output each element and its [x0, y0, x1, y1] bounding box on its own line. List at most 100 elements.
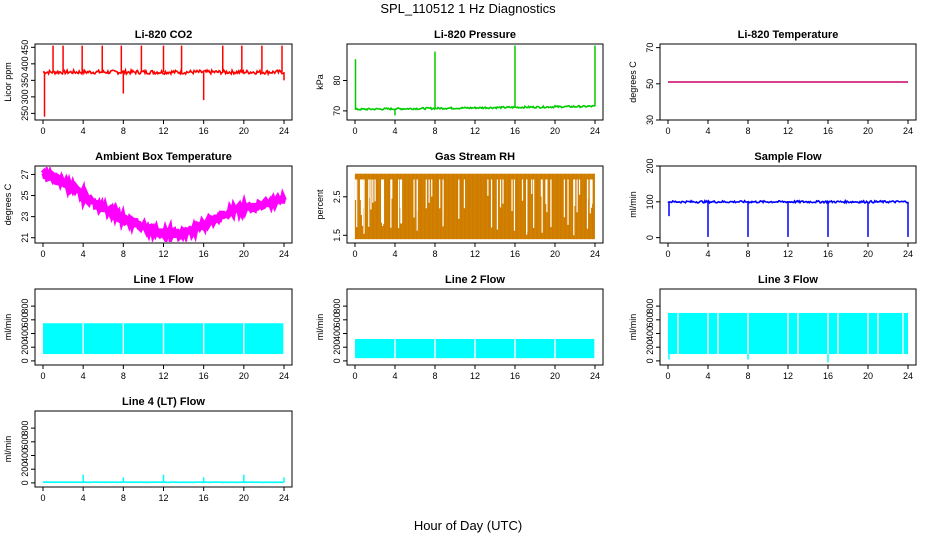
- x-tick-label: 0: [40, 126, 45, 136]
- x-tick-label: 8: [745, 126, 750, 136]
- x-tick-label: 0: [665, 249, 670, 259]
- x-tick-label: 16: [823, 249, 833, 259]
- x-axis-title: Hour of Day (UTC): [413, 518, 523, 533]
- y-tick-label: 200: [645, 340, 655, 355]
- x-tick-label: 20: [239, 249, 249, 259]
- x-tick-label: 16: [199, 493, 209, 503]
- y-axis-label: ml/min: [628, 314, 638, 341]
- x-tick-label: 24: [903, 371, 913, 381]
- x-tick-label: 4: [81, 126, 86, 136]
- x-tick-label: 12: [470, 371, 480, 381]
- x-tick-label: 8: [432, 371, 437, 381]
- y-axis-label: degrees C: [628, 61, 638, 103]
- x-tick-label: 16: [823, 126, 833, 136]
- chart-title: Line 3 Flow: [758, 274, 818, 286]
- y-tick-label: 600: [332, 312, 342, 327]
- y-tick-label: 25: [20, 191, 30, 201]
- x-tick-label: 20: [550, 371, 560, 381]
- chart-panel-2: Li-820 Pressure 0 4 8 12 16 20 24 70 80 kPa: [315, 29, 604, 136]
- x-tick-label: 16: [199, 126, 209, 136]
- x-tick-label: 16: [823, 371, 833, 381]
- x-tick-label: 8: [121, 249, 126, 259]
- y-axis-label: ml/min: [315, 314, 325, 341]
- y-tick-label: 450: [20, 40, 30, 55]
- x-tick-label: 24: [279, 493, 289, 503]
- y-tick-label: 0: [332, 358, 342, 363]
- y-tick-label: 600: [20, 312, 30, 327]
- x-tick-label: 12: [783, 371, 793, 381]
- y-tick-label: 1.5: [332, 229, 342, 242]
- y-tick-label: 800: [645, 299, 655, 314]
- x-tick-label: 8: [121, 126, 126, 136]
- chart-title: Ambient Box Temperature: [95, 151, 232, 163]
- plot-area: [43, 322, 285, 356]
- y-tick-label: 400: [645, 326, 655, 341]
- y-tick-label: 400: [20, 326, 30, 341]
- y-tick-label: 400: [20, 448, 30, 463]
- y-tick-label: 0: [20, 358, 30, 363]
- x-tick-label: 8: [121, 493, 126, 503]
- x-tick-label: 4: [392, 126, 397, 136]
- x-tick-label: 12: [470, 249, 480, 259]
- page-title: SPL_110512 1 Hz Diagnostics: [380, 1, 556, 16]
- x-tick-label: 20: [239, 126, 249, 136]
- x-tick-label: 4: [81, 371, 86, 381]
- y-tick-label: 800: [20, 421, 30, 436]
- x-tick-label: 0: [40, 371, 45, 381]
- y-tick-label: 200: [645, 158, 655, 173]
- plot-area: [355, 337, 596, 360]
- plot-area: [354, 45, 596, 116]
- y-tick-label: 200: [20, 340, 30, 355]
- plot-area: [42, 45, 285, 117]
- x-tick-label: 8: [745, 249, 750, 259]
- x-tick-label: 20: [863, 249, 873, 259]
- x-tick-label: 12: [158, 493, 168, 503]
- chart-title: Line 4 (LT) Flow: [122, 396, 205, 408]
- x-tick-label: 20: [239, 493, 249, 503]
- y-tick-label: 200: [332, 340, 342, 355]
- y-tick-label: 600: [20, 434, 30, 449]
- x-tick-label: 4: [81, 249, 86, 259]
- x-tick-label: 0: [352, 249, 357, 259]
- series-line: [354, 104, 596, 112]
- y-axis-label: ml/min: [3, 436, 13, 463]
- x-tick-label: 24: [590, 371, 600, 381]
- x-tick-label: 20: [863, 371, 873, 381]
- x-tick-label: 16: [199, 249, 209, 259]
- y-tick-label: 100: [645, 194, 655, 209]
- y-tick-label: 800: [20, 299, 30, 314]
- x-tick-label: 4: [705, 371, 710, 381]
- plot-area: [668, 311, 908, 363]
- series-line: [40, 167, 287, 242]
- x-tick-label: 0: [665, 371, 670, 381]
- y-tick-label: 27: [20, 169, 30, 179]
- chart-title: Gas Stream RH: [435, 151, 515, 163]
- chart-title: Li-820 Pressure: [434, 29, 516, 41]
- x-tick-label: 24: [903, 249, 913, 259]
- x-tick-label: 24: [279, 249, 289, 259]
- x-tick-label: 4: [705, 126, 710, 136]
- x-tick-label: 8: [745, 371, 750, 381]
- series-line: [42, 67, 285, 77]
- chart-panel-10: Line 4 (LT) Flow 0 4 8 12 16 20 24 0 200400600800…: [3, 396, 293, 503]
- x-tick-label: 4: [705, 249, 710, 259]
- y-tick-label: 21: [20, 233, 30, 243]
- x-tick-label: 24: [279, 371, 289, 381]
- y-tick-label: 300: [20, 89, 30, 104]
- x-tick-label: 8: [432, 249, 437, 259]
- y-tick-label: 70: [645, 43, 655, 53]
- plot-area: [667, 198, 909, 237]
- x-tick-label: 16: [510, 371, 520, 381]
- x-tick-label: 12: [470, 126, 480, 136]
- x-tick-label: 16: [199, 371, 209, 381]
- y-tick-label: 200: [20, 462, 30, 477]
- chart-title: Line 2 Flow: [445, 274, 505, 286]
- plot-area: [354, 173, 595, 240]
- chart-panel-3: Li-820 Temperature 0 4 8 12 16 20 24 30 50 70 degre…: [628, 29, 917, 136]
- y-tick-label: 0: [645, 235, 655, 240]
- plot-area: [42, 474, 285, 484]
- chart-title: Sample Flow: [754, 151, 822, 163]
